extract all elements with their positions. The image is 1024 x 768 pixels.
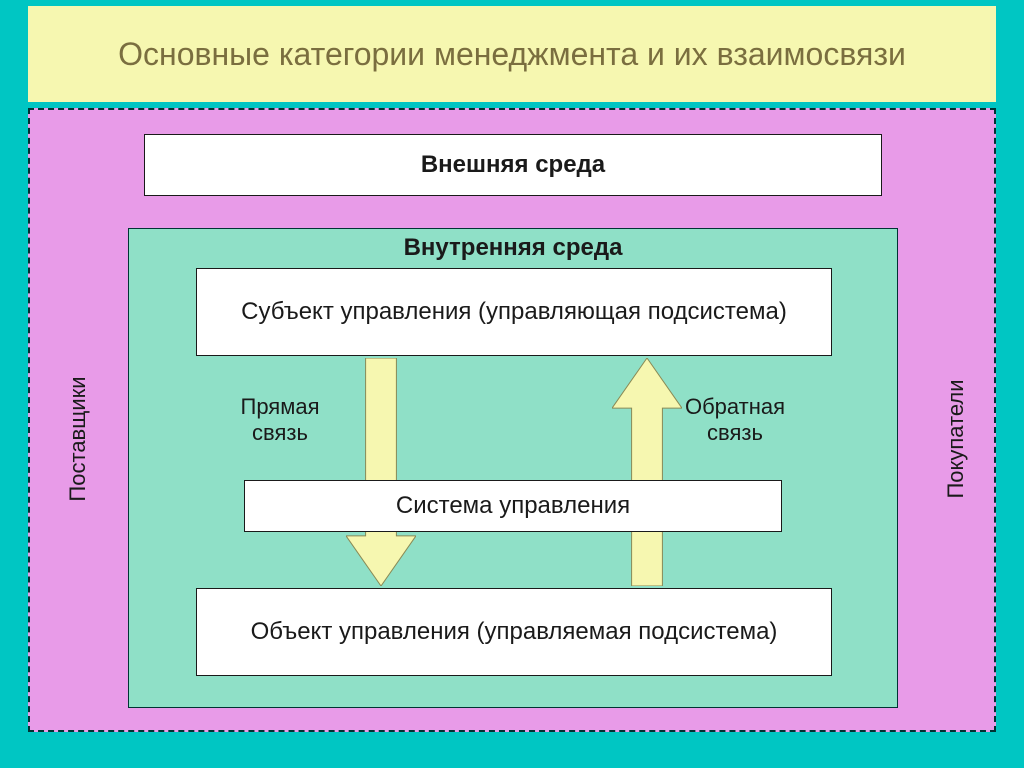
direct-link-arrow xyxy=(346,358,416,586)
slide-root: Основные категории менеджмента и их взаи… xyxy=(0,0,1024,768)
subject-box: Субъект управления (управляющая подсисте… xyxy=(196,268,832,356)
slide-title: Основные категории менеджмента и их взаи… xyxy=(28,6,996,102)
external-environment-label: Внешняя среда xyxy=(421,151,605,179)
suppliers-label: Поставщики xyxy=(65,359,91,519)
direct-link-label: Прямаясвязь xyxy=(220,394,340,446)
system-box: Система управления xyxy=(244,480,782,532)
arrow-up-shape xyxy=(612,358,682,586)
buyers-label: Покупатели xyxy=(943,359,969,519)
object-label: Объект управления (управляемая подсистем… xyxy=(251,616,778,647)
feedback-link-arrow xyxy=(612,358,682,586)
arrow-down-shape xyxy=(346,358,416,586)
external-environment-box: Внешняя среда xyxy=(144,134,882,196)
object-box: Объект управления (управляемая подсистем… xyxy=(196,588,832,676)
subject-label: Субъект управления (управляющая подсисте… xyxy=(241,296,787,327)
internal-environment-label: Внутренняя среда xyxy=(128,234,898,264)
system-label: Система управления xyxy=(396,492,630,520)
feedback-link-label: Обратнаясвязь xyxy=(660,394,810,446)
